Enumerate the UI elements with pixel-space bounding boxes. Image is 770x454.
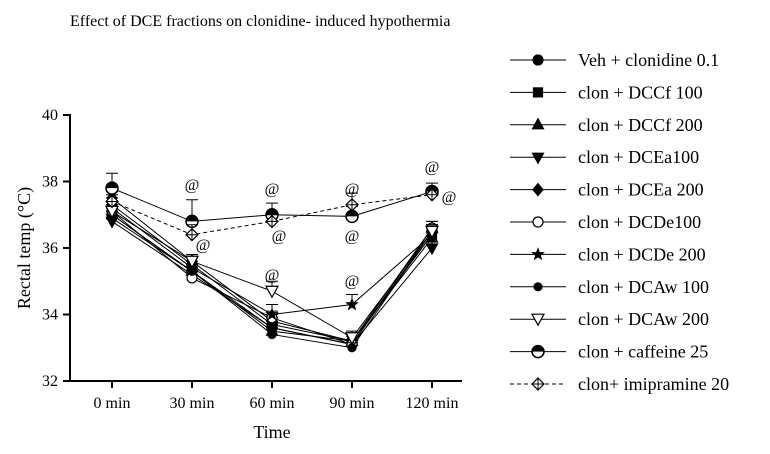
legend-marker <box>532 54 544 66</box>
annotation: @ <box>345 181 360 198</box>
legend-marker <box>532 216 544 228</box>
annotation: @ <box>265 267 280 284</box>
annotation: @ <box>185 177 200 194</box>
annotation: @ <box>272 228 287 245</box>
data-point <box>267 329 277 340</box>
annotation: @ <box>425 159 440 176</box>
legend-marker <box>531 152 545 165</box>
marker-half <box>346 210 358 217</box>
legend-marker <box>530 313 546 327</box>
marker-cross <box>532 378 544 390</box>
annotation: @ <box>196 237 211 254</box>
legend-label: clon + DCAw 200 <box>578 309 709 329</box>
marker-cross <box>266 215 278 228</box>
y-tick-label: 40 <box>42 107 58 124</box>
y-tick-label: 36 <box>42 240 58 257</box>
legend-label: Veh + clonidine 0.1 <box>578 50 719 70</box>
data-point <box>344 332 360 346</box>
annotation: @ <box>345 228 360 245</box>
annotation: @ <box>345 273 360 290</box>
chart-title: Effect of DCE fractions on clonidine- in… <box>70 13 450 30</box>
legend-marker <box>533 282 543 292</box>
marker-half <box>186 215 198 222</box>
annotation: @ <box>442 189 457 206</box>
legend-label: clon + DCCf 200 <box>578 115 703 135</box>
legend-label: clon + DCDe100 <box>578 212 701 232</box>
marker-half <box>266 208 278 215</box>
legend-marker <box>531 117 545 130</box>
legend-label: clon + DCCf 100 <box>578 82 703 102</box>
marker-cross <box>186 228 198 241</box>
y-tick-label: 38 <box>42 174 58 191</box>
x-tick-label: 90 min <box>330 395 375 412</box>
legend-marker <box>532 87 544 98</box>
legend-label: clon + caffeine 25 <box>578 342 708 362</box>
series-line <box>111 194 433 236</box>
data-point <box>425 243 439 256</box>
legend-label: clon + DCEa 200 <box>578 180 704 200</box>
marker-cross <box>426 188 438 201</box>
marker-half <box>532 345 544 352</box>
x-tick-label: 60 min <box>250 395 295 412</box>
legend-label: clon + DCEa100 <box>578 147 699 167</box>
marker-cross <box>106 195 118 208</box>
legend-marker <box>532 182 544 197</box>
y-tick-label: 32 <box>42 373 58 390</box>
data-point <box>264 285 280 299</box>
x-tick-label: 120 min <box>406 395 459 412</box>
legend-label: clon + DCDe 200 <box>578 244 706 264</box>
y-tick-label: 34 <box>42 307 58 324</box>
x-axis-label: Time <box>253 422 290 442</box>
marker-cross <box>346 198 358 211</box>
data-point <box>424 225 440 239</box>
legend-marker <box>531 247 545 261</box>
data-point <box>184 255 200 269</box>
x-tick-label: 0 min <box>94 395 131 412</box>
legend-label: clon + DCAw 100 <box>578 277 709 297</box>
x-tick-label: 30 min <box>170 395 215 412</box>
data-point <box>345 297 359 311</box>
y-axis-label: Rectal temp (°C) <box>14 187 35 309</box>
annotation: @ <box>265 181 280 198</box>
data-point <box>265 307 279 321</box>
legend-label: clon+ imipramine 20 <box>578 374 729 394</box>
marker-half <box>106 182 118 189</box>
